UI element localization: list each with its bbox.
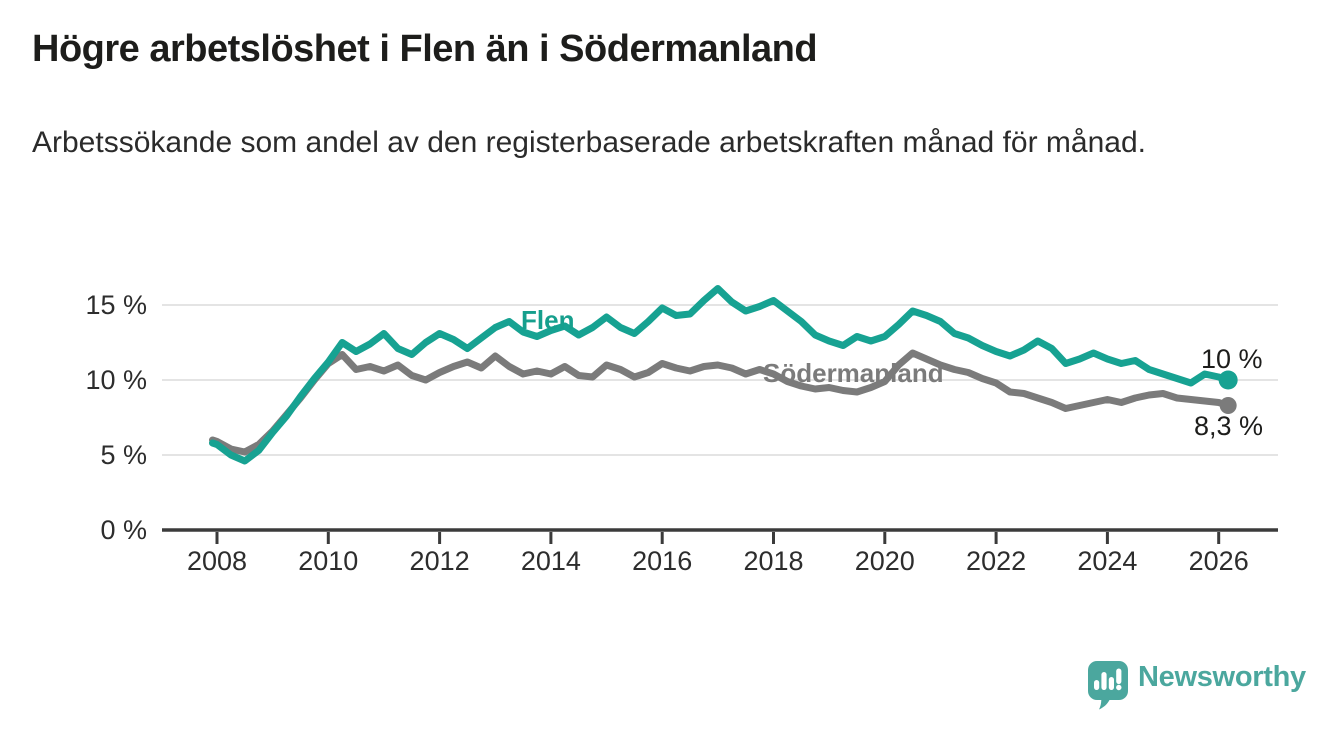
series-label-flen: Flen — [521, 305, 575, 335]
end-value-label-sodermanland: 8,3 % — [1194, 411, 1264, 441]
x-tick-label-2022: 2022 — [966, 546, 1027, 576]
newsworthy-logo-text: Newsworthy — [1138, 661, 1306, 693]
y-tick-label-10: 10 % — [85, 365, 147, 395]
x-tick-label-2020: 2020 — [854, 546, 915, 576]
end-dot-Flen — [1218, 370, 1238, 390]
x-tick-label-2008: 2008 — [186, 546, 248, 576]
y-tick-label-0: 0 % — [100, 515, 147, 545]
y-tick-label-5: 5 % — [100, 440, 147, 470]
newsworthy-logo-icon — [1088, 661, 1128, 710]
line-Flen — [209, 285, 1232, 465]
x-tick-label-2010: 2010 — [298, 546, 359, 576]
end-dot-Södermanland — [1219, 397, 1237, 414]
newsworthy-logo: Newsworthy — [1086, 655, 1316, 715]
x-tick-label-2018: 2018 — [743, 546, 804, 576]
line-Södermanland — [209, 349, 1232, 456]
x-tick-label-2024: 2024 — [1077, 546, 1138, 576]
y-tick-label-15: 15 % — [85, 290, 147, 320]
page-title: Högre arbetslöshet i Flen än i Södermanl… — [32, 28, 818, 70]
x-tick-label-2016: 2016 — [632, 546, 693, 576]
end-value-label-flen: 10 % — [1201, 344, 1263, 374]
page-subtitle: Arbetssökande som andel av den registerb… — [32, 126, 1146, 159]
series-label-sodermanland: Södermanland — [763, 358, 944, 388]
x-tick-label-2026: 2026 — [1188, 546, 1249, 576]
x-tick-label-2012: 2012 — [409, 546, 470, 576]
x-tick-label-2014: 2014 — [520, 546, 581, 576]
